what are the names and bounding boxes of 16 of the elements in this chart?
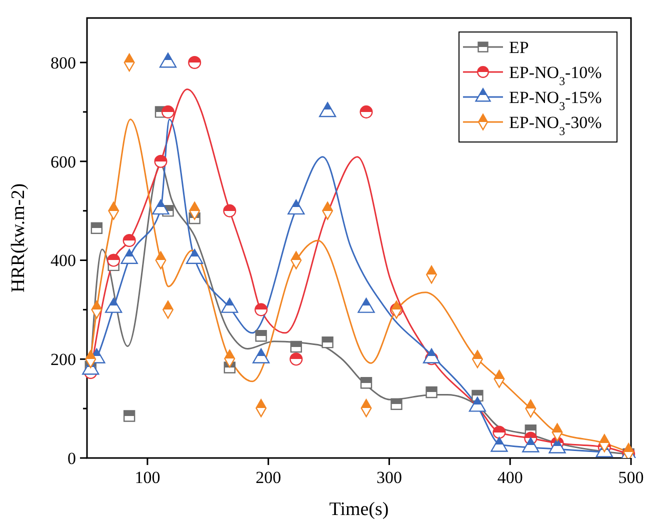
x-tick-label: 500	[618, 468, 644, 487]
y-tick-label: 400	[50, 251, 76, 270]
x-tick-label: 300	[376, 468, 402, 487]
y-axis-title: HRR(kw.m-2)	[8, 183, 29, 293]
legend-label: EP-NO$_{3}$-15%	[509, 88, 602, 113]
y-tick-label: 0	[68, 449, 76, 468]
x-tick-label: 400	[497, 468, 523, 487]
legend-label: EP-NO$_{3}$-30%	[509, 113, 602, 138]
y-tick-label: 200	[50, 350, 76, 370]
x-axis-title: Time(s)	[329, 499, 389, 520]
y-tick-label: 800	[50, 53, 76, 72]
y-tick-label: 600	[50, 152, 76, 172]
legend-label: EP-NO$_{3}$-10%	[509, 63, 602, 88]
x-tick-label: 200	[256, 468, 282, 487]
legend-label: EP	[509, 38, 529, 57]
x-tick-label: 100	[134, 468, 160, 487]
